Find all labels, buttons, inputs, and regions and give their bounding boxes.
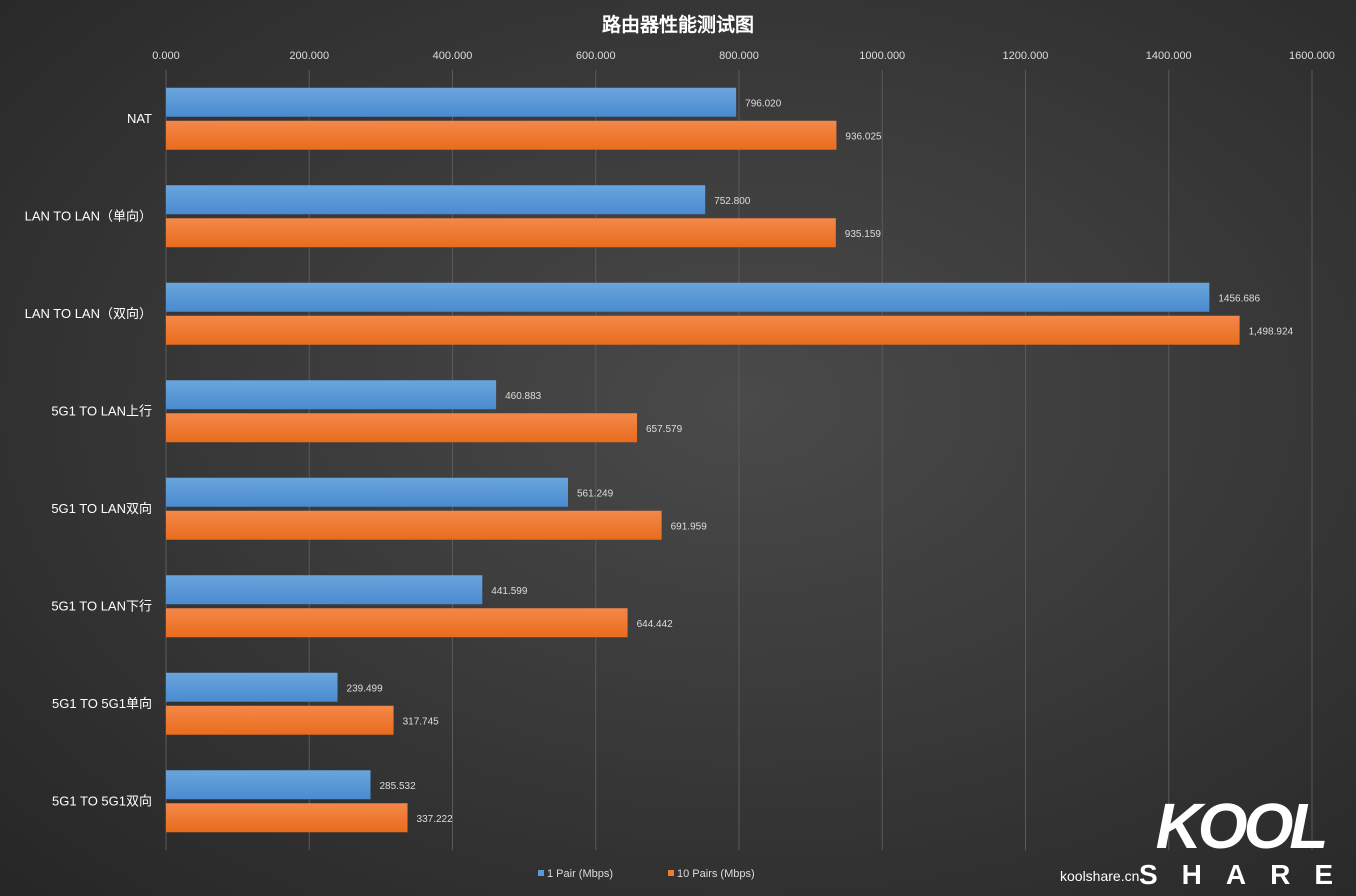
x-tick-label: 1400.000 [1146,50,1192,62]
category-label: 5G1 TO LAN双向 [51,501,152,516]
category-label: LAN TO LAN（单向） [25,208,152,223]
category-label: 5G1 TO LAN下行 [51,598,152,613]
x-tick-label: 1200.000 [1003,50,1049,62]
data-label: 1,498.924 [1249,326,1294,337]
x-tick-label: 0.000 [152,50,180,62]
bar-1-pair [166,575,483,605]
bar-10-pairs [166,608,628,638]
x-tick-label: 1000.000 [859,50,905,62]
legend-label-2: 10 Pairs (Mbps) [677,868,755,880]
data-label: 691.959 [671,521,708,532]
legend-swatch-2 [668,870,674,876]
bar-1-pair [166,770,371,800]
bar-10-pairs [166,413,637,443]
category-label: 5G1 TO 5G1双向 [52,793,152,808]
bar-1-pair [166,380,497,410]
bar-10-pairs [166,510,662,540]
bar-10-pairs [166,120,837,150]
bar-1-pair [166,87,737,117]
x-tick-label: 1600.000 [1289,50,1335,62]
data-label: 644.442 [637,619,674,630]
data-label: 657.579 [646,424,683,435]
data-label: 561.249 [577,488,614,499]
data-label: 1456.686 [1218,293,1260,304]
category-label: NAT [127,111,152,126]
bar-1-pair [166,477,568,507]
data-label: 317.745 [403,716,440,727]
x-tick-label: 600.000 [576,50,616,62]
data-label: 337.222 [417,814,454,825]
category-label: 5G1 TO 5G1单向 [52,696,152,711]
bar-1-pair [166,282,1210,312]
data-label: 936.025 [845,131,882,142]
bar-1-pair [166,185,706,215]
bar-10-pairs [166,705,394,735]
koolshare-logo: KOOL SHARE [1140,790,1340,890]
data-label: 935.159 [845,229,882,240]
data-label: 239.499 [347,683,384,694]
data-label: 796.020 [745,98,782,109]
svg-text:KOOL: KOOL [1156,790,1326,862]
x-tick-label: 200.000 [289,50,329,62]
bar-10-pairs [166,803,408,833]
site-url: koolshare.cn [1060,868,1140,884]
bar-1-pair [166,672,338,702]
legend: 1 Pair (Mbps) 10 Pairs (Mbps) [538,868,755,880]
legend-swatch-1 [538,870,544,876]
category-label: LAN TO LAN（双向） [25,306,152,321]
x-tick-label: 800.000 [719,50,759,62]
chart-title: 路由器性能测试图 [602,13,754,36]
data-label: 460.883 [505,391,542,402]
bar-10-pairs [166,218,836,248]
x-tick-label: 400.000 [433,50,473,62]
bar-10-pairs [166,315,1240,345]
data-label: 752.800 [714,196,751,207]
legend-label-1: 1 Pair (Mbps) [547,868,613,880]
category-label: 5G1 TO LAN上行 [51,403,152,418]
svg-text:SHARE: SHARE [1140,859,1340,890]
data-label: 441.599 [491,586,528,597]
data-label: 285.532 [380,781,417,792]
